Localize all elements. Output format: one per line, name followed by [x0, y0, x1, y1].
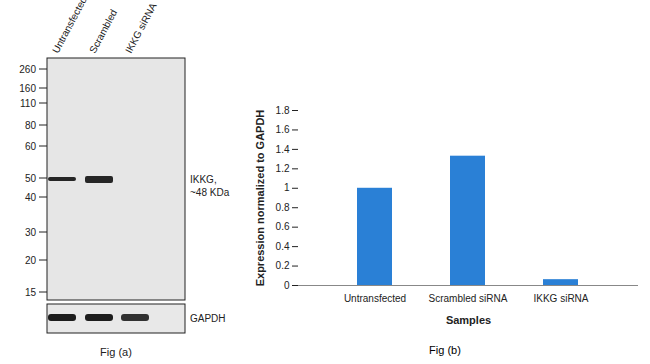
svg-text:Untransfected: Untransfected — [50, 0, 89, 55]
svg-text:1.2: 1.2 — [276, 163, 290, 174]
svg-text:0.6: 0.6 — [276, 221, 290, 232]
svg-text:0: 0 — [284, 280, 290, 291]
svg-text:60: 60 — [25, 141, 37, 152]
svg-text:~48 KDa: ~48 KDa — [190, 187, 230, 198]
svg-text:0.2: 0.2 — [276, 260, 290, 271]
svg-text:Fig (a): Fig (a) — [100, 346, 132, 358]
svg-text:Expression normalized to GAPDH: Expression normalized to GAPDH — [254, 110, 266, 287]
svg-text:50: 50 — [25, 173, 37, 184]
svg-text:1.4: 1.4 — [276, 144, 290, 155]
svg-text:20: 20 — [25, 255, 37, 266]
svg-text:110: 110 — [20, 98, 36, 109]
svg-text:80: 80 — [25, 120, 37, 131]
svg-text:Samples: Samples — [446, 314, 491, 326]
svg-text:40: 40 — [25, 192, 37, 203]
html-text:Fig (b): Fig (b) — [429, 344, 461, 356]
svg-text:IKKG,: IKKG, — [190, 174, 217, 185]
svg-text:Scrambled siRNA: Scrambled siRNA — [429, 293, 508, 304]
svg-text:1.6: 1.6 — [276, 124, 290, 135]
svg-text:Untransfected: Untransfected — [344, 293, 406, 304]
svg-text:1.8: 1.8 — [276, 105, 290, 116]
svg-text:0.8: 0.8 — [276, 202, 290, 213]
svg-text:IKKG siRNA: IKKG siRNA — [533, 293, 588, 304]
svg-text:0.4: 0.4 — [276, 241, 290, 252]
svg-text:IKKG siRNA: IKKG siRNA — [123, 1, 159, 55]
svg-text:160: 160 — [19, 83, 36, 94]
svg-text:1: 1 — [284, 182, 290, 193]
svg-text:30: 30 — [25, 227, 37, 238]
svg-text:15: 15 — [25, 287, 37, 298]
svg-text:260: 260 — [19, 64, 36, 75]
svg-text:Scrambled: Scrambled — [87, 8, 119, 55]
svg-text:GAPDH: GAPDH — [190, 313, 226, 324]
